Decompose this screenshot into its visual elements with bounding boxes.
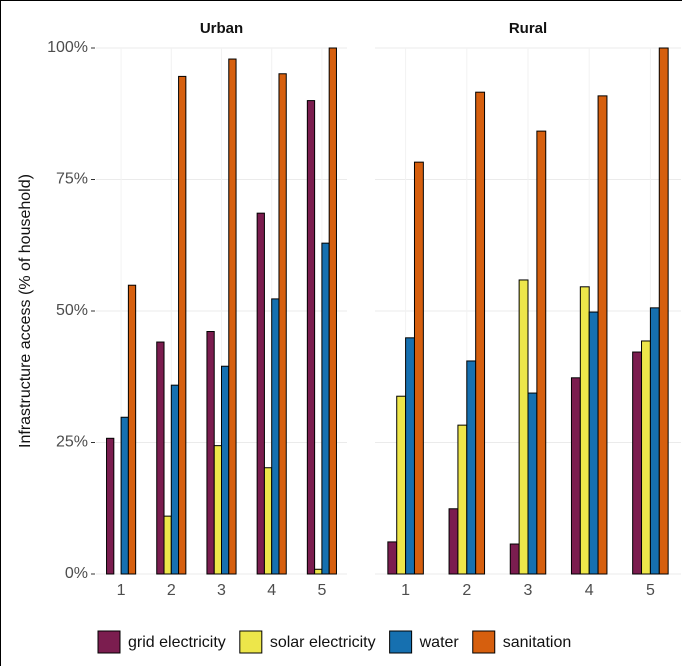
bar: [414, 162, 423, 574]
bar: [388, 542, 397, 574]
bar: [329, 48, 336, 574]
bar: [528, 393, 537, 574]
bar: [128, 285, 135, 574]
bar: [397, 396, 406, 574]
bar: [171, 385, 178, 574]
bar: [633, 352, 642, 574]
bar: [589, 312, 598, 574]
bar: [467, 361, 476, 574]
bar: [257, 213, 264, 574]
bar: [157, 342, 164, 574]
bar: [659, 48, 668, 574]
y-axis-label: Infrastructure access (% of household): [17, 174, 34, 448]
bar: [537, 131, 546, 574]
y-tick-label: 75%: [56, 171, 88, 188]
bar: [207, 332, 214, 574]
legend-label: solar electricity: [270, 634, 376, 651]
facet-title: Rural: [509, 20, 547, 37]
bar: [322, 243, 329, 574]
legend-swatch: [473, 631, 495, 653]
y-tick-label: 50%: [56, 302, 88, 319]
x-tick-label: 2: [462, 582, 471, 599]
x-tick-label: 2: [167, 582, 176, 599]
y-tick-label: 25%: [56, 434, 88, 451]
bar: [164, 516, 171, 574]
bar: [214, 446, 221, 574]
facet-title: Urban: [200, 20, 243, 37]
bar: [222, 366, 229, 574]
bar: [121, 417, 128, 574]
bar: [650, 308, 659, 574]
x-tick-label: 4: [585, 582, 594, 599]
legend-swatch: [98, 631, 120, 653]
x-tick-label: 5: [317, 582, 326, 599]
bar: [476, 92, 485, 574]
bar: [107, 438, 114, 574]
legend-label: grid electricity: [128, 634, 226, 651]
x-tick-label: 1: [401, 582, 410, 599]
x-tick-label: 3: [217, 582, 226, 599]
legend-label: sanitation: [503, 634, 572, 651]
x-tick-label: 3: [524, 582, 533, 599]
bar: [571, 378, 580, 574]
y-tick-label: 0%: [65, 565, 88, 582]
bar: [458, 425, 467, 574]
bar: [406, 338, 415, 574]
bar: [642, 341, 651, 574]
bar: [179, 76, 186, 574]
x-tick-label: 5: [646, 582, 655, 599]
legend-swatch: [390, 631, 412, 653]
bar: [598, 96, 607, 574]
bar: [519, 280, 528, 574]
legend-swatch: [240, 631, 262, 653]
bar: [449, 509, 458, 574]
bar: [272, 299, 279, 574]
bar: [229, 59, 236, 574]
x-tick-label: 1: [117, 582, 126, 599]
bar: [315, 569, 322, 574]
legend-label: water: [419, 634, 460, 651]
x-tick-label: 4: [267, 582, 276, 599]
bar: [279, 74, 286, 574]
bar: [307, 101, 314, 574]
y-tick-label: 100%: [47, 39, 88, 56]
bar: [510, 544, 519, 574]
bar: [264, 468, 271, 574]
bar: [580, 287, 589, 574]
